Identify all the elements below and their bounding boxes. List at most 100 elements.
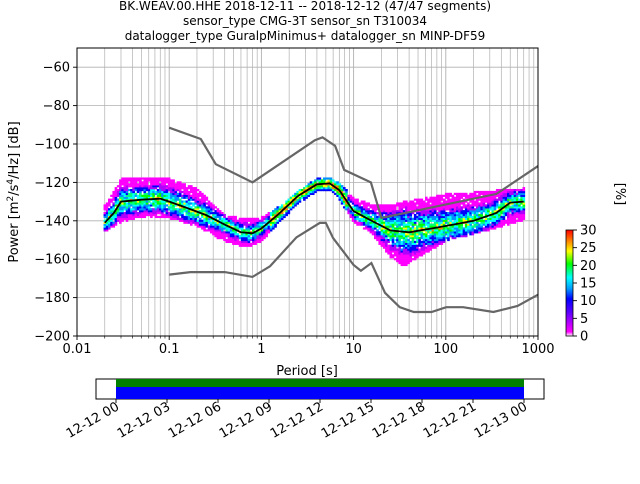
density-cell [385,221,388,224]
density-cell [311,187,315,190]
density-cell [451,217,455,220]
density-cell [424,196,428,199]
density-cell [221,233,224,236]
density-cell [265,221,268,224]
x-tick-label: 1000 [521,342,554,357]
density-cell [378,204,382,207]
density-cell [107,213,111,217]
density-cell [174,215,178,219]
density-cell [493,210,497,213]
density-cell [409,256,413,259]
colorbar-tick-label: 15 [580,277,597,292]
density-cell [354,200,357,203]
density-cell [520,212,523,215]
density-cell [143,200,147,203]
density-cell [420,212,424,215]
density-cell [234,238,237,242]
density-cell [181,215,184,219]
density-cell [471,221,475,224]
density-cell [334,181,337,184]
density-cell [334,183,337,186]
density-cell [453,192,457,196]
density-cell [105,210,109,213]
density-cell [484,227,488,230]
density-cell [176,187,180,190]
density-cell [422,227,426,230]
density-cell [201,198,204,201]
density-cell [125,190,129,194]
density-cell [127,185,131,188]
density-cell [433,215,437,219]
density-cell [487,204,490,207]
density-cell [265,233,268,236]
density-cell [209,212,213,215]
density-cell [125,179,129,182]
density-cell [245,238,249,242]
reference-lines [104,126,539,314]
density-cell [456,194,459,197]
density-cell [249,217,253,220]
density-cell [203,204,206,207]
density-cell [163,210,167,213]
density-cell [178,208,182,211]
density-cell [178,219,182,222]
density-cell [196,215,200,219]
density-cell [212,227,215,230]
density-cell [409,223,413,226]
density-cell [431,244,435,247]
density-cell [464,219,468,222]
density-cell [347,198,350,201]
timeline-tick-label: 12-12 06 [166,399,224,441]
density-cell [256,219,260,222]
density-cell [243,244,246,247]
density-cell [356,202,359,205]
density-cell [212,221,215,224]
density-cell [482,227,486,230]
density-cell [451,236,455,240]
density-cell [139,213,142,217]
density-cell [147,187,151,190]
density-cell [507,212,510,215]
density-cell [294,202,297,205]
density-cell [382,242,386,245]
density-cell [243,221,246,224]
density-cell [221,219,224,222]
density-cell [192,221,195,224]
density-cell [136,213,140,217]
density-cell [132,192,135,196]
density-cell [121,179,124,182]
density-cell [134,192,138,196]
density-cell [500,202,503,205]
density-cell [436,215,439,219]
density-cell [127,188,131,192]
density-cell [413,227,417,230]
density-cell [460,206,464,209]
density-cell [464,223,468,226]
density-cell [236,223,240,226]
density-cell [172,208,175,211]
density-cell [440,194,444,197]
density-cell [198,225,202,228]
density-cell [125,208,129,211]
density-cell [285,202,288,205]
density-cell [105,217,109,220]
density-cell [422,213,426,217]
density-cell [444,219,448,222]
density-cell [402,240,406,244]
density-cell [385,248,388,251]
density-cell [194,194,198,197]
density-cell [391,212,395,215]
density-cell [143,179,147,182]
density-cell [252,236,255,240]
colorbar-tick-label: 5 [580,312,588,327]
density-cell [407,256,410,259]
density-cell [405,206,408,209]
density-cell [174,213,178,217]
density-cell [258,221,262,224]
density-cell [154,206,158,209]
density-cell [278,217,282,220]
density-cell [163,183,167,186]
density-cell [119,219,122,222]
density-cell [380,229,384,232]
